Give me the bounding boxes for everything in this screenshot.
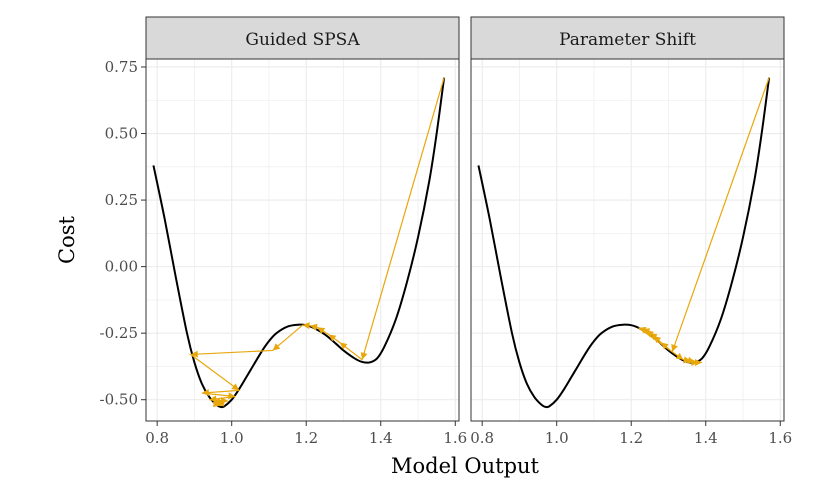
- path-arrowhead: [653, 335, 662, 344]
- path-arrowhead: [691, 358, 699, 366]
- path-arrowhead: [302, 322, 310, 330]
- path-arrowhead: [190, 350, 198, 358]
- plot-area: [471, 59, 784, 421]
- panel-parameter-shift: Parameter Shift: [470, 16, 785, 422]
- path-arrowhead: [638, 326, 647, 334]
- path-arrowhead: [339, 342, 348, 350]
- y-tick-label: 0.25: [105, 191, 138, 209]
- path-arrowhead: [228, 392, 236, 400]
- gridlines: [146, 59, 459, 421]
- x-tick-label: 1.4: [694, 429, 718, 447]
- path-arrowhead: [661, 342, 669, 350]
- strip-label: Guided SPSA: [245, 30, 360, 50]
- x-tick-label: 1.6: [768, 429, 792, 447]
- path-arrowhead: [309, 323, 318, 331]
- path-arrowhead: [360, 352, 368, 360]
- path-arrowhead: [317, 327, 326, 335]
- path-arrowhead: [695, 358, 703, 366]
- x-tick-label: 1.0: [220, 429, 244, 447]
- path-arrowhead: [212, 400, 221, 407]
- data-marks: [477, 77, 771, 409]
- path-arrowhead: [671, 344, 678, 352]
- gridlines: [471, 59, 784, 421]
- y-axis-title: Cost: [55, 215, 79, 263]
- strip-background: [145, 16, 460, 60]
- data-marks: [152, 77, 446, 409]
- x-tick-label: 0.8: [470, 429, 494, 447]
- panel-guided-spsa: Guided SPSA: [145, 16, 460, 422]
- y-tick-label: 0.00: [105, 258, 138, 276]
- path-arrowhead: [328, 334, 337, 342]
- y-tick-label: -0.25: [100, 324, 138, 342]
- x-tick-label: 0.8: [145, 429, 169, 447]
- path-arrowhead: [201, 389, 210, 397]
- strip-background: [470, 16, 785, 60]
- x-tick-label: 1.0: [545, 429, 569, 447]
- y-tick-label: 0.75: [105, 58, 138, 76]
- panel-border: [145, 58, 460, 422]
- x-tick-label: 1.4: [369, 429, 393, 447]
- x-axis-title: Model Output: [391, 454, 540, 478]
- panel-border: [470, 58, 785, 422]
- x-tick-label: 1.2: [619, 429, 643, 447]
- path-arrowhead: [272, 343, 281, 351]
- path-arrowhead: [675, 352, 684, 360]
- cost-curve: [477, 77, 771, 409]
- y-tick-label: -0.50: [100, 391, 138, 409]
- x-tick-label: 1.6: [443, 429, 467, 447]
- axes: 0.8 1.0 1.2 1.4 1.6 0.8 1.0 1.2 1.4 1.6-0.50-0.25…: [100, 58, 793, 447]
- y-tick-label: 0.50: [105, 125, 138, 143]
- path-arrowhead: [231, 383, 240, 391]
- path-arrowhead: [649, 333, 658, 341]
- strip-label: Parameter Shift: [559, 30, 696, 50]
- x-tick-label: 1.2: [294, 429, 318, 447]
